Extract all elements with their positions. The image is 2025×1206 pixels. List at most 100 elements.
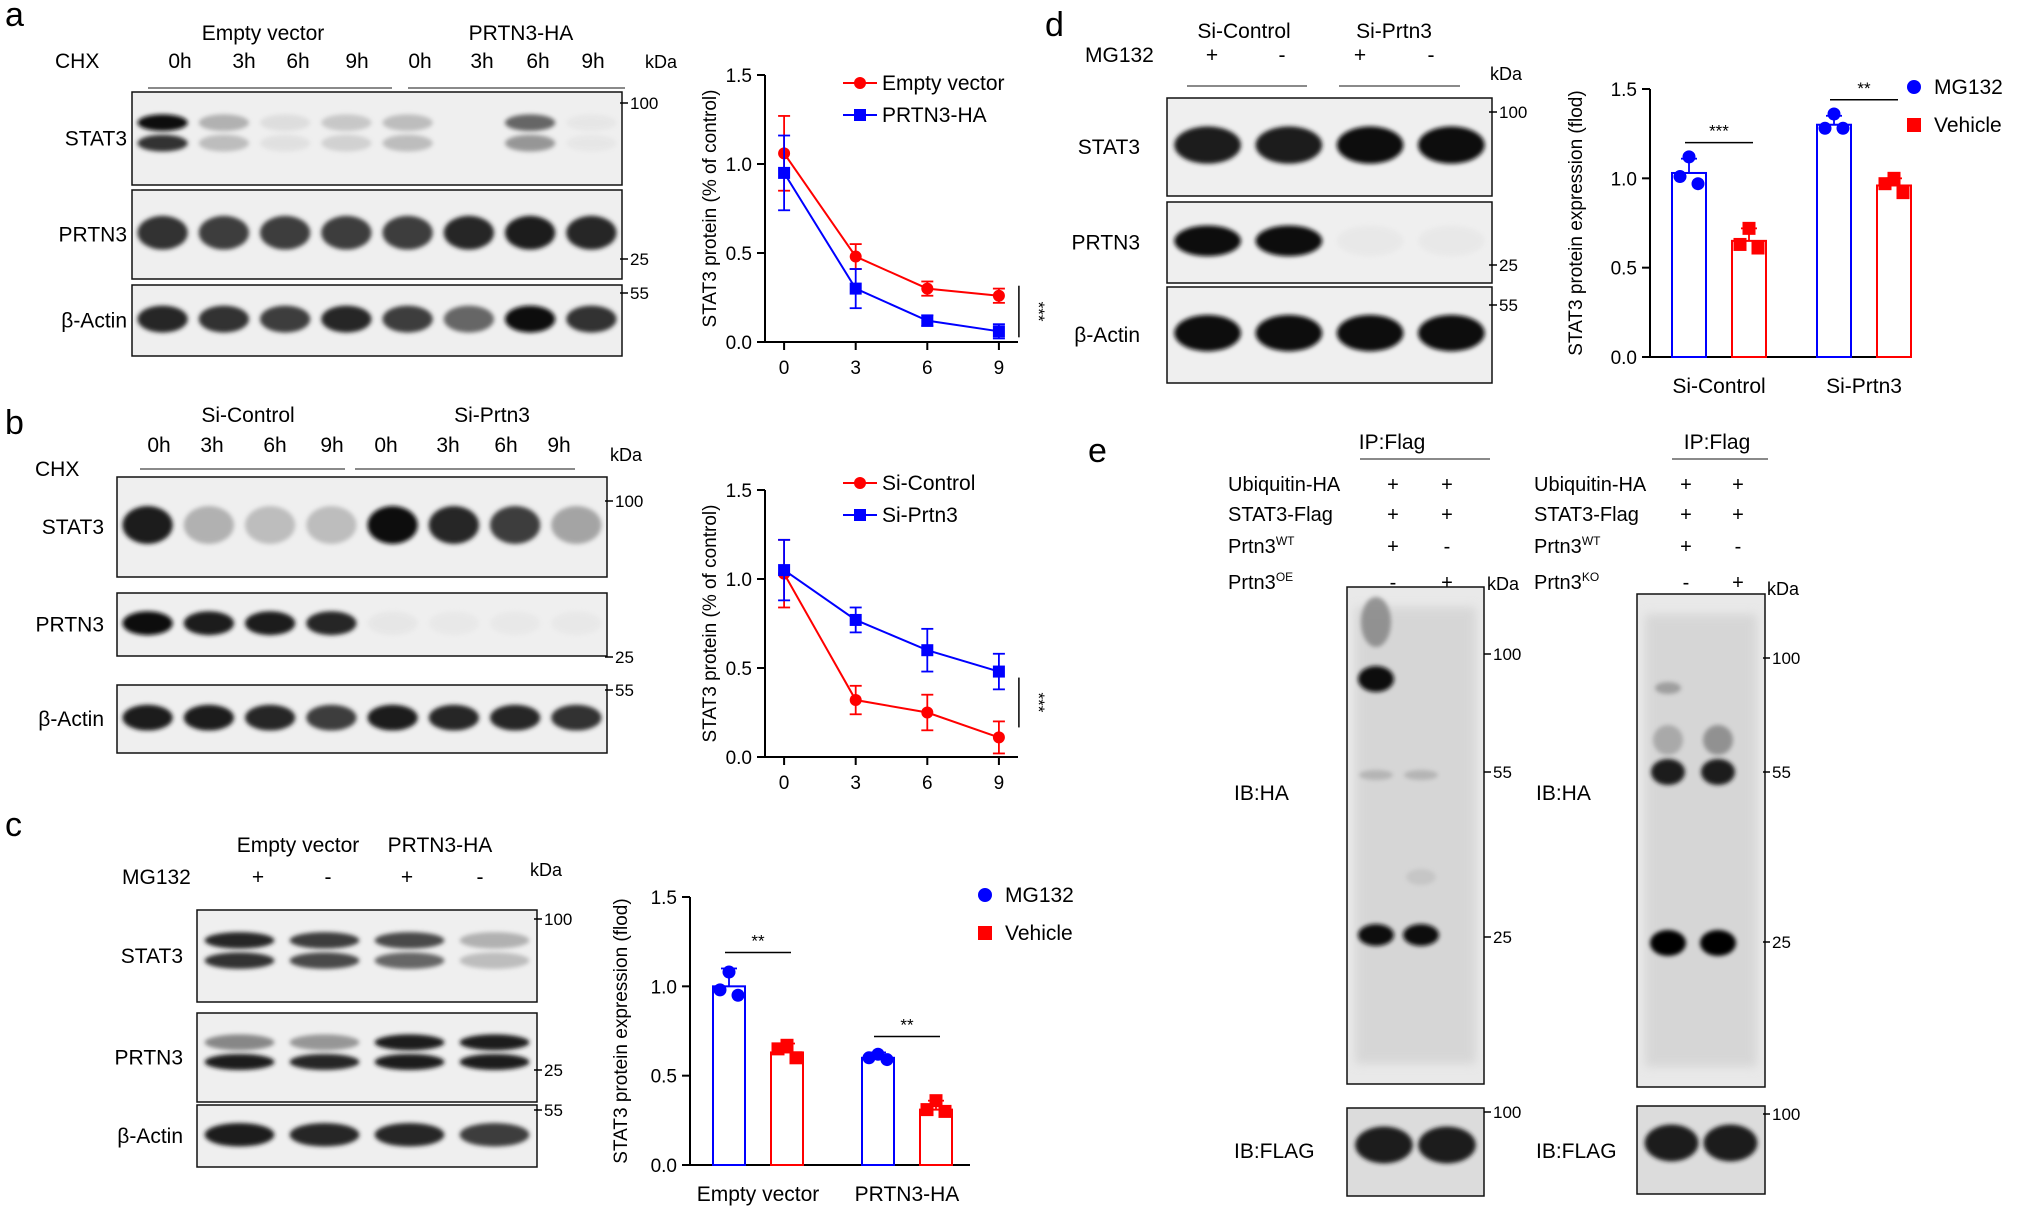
ip-membrane-frame	[1346, 586, 1485, 1085]
data-point	[1818, 121, 1832, 135]
lane-label: +	[1206, 44, 1218, 67]
kda-marker: 100	[1499, 103, 1527, 122]
blot-band	[1336, 314, 1404, 352]
data-point	[921, 282, 934, 295]
series-line	[783, 152, 1000, 297]
blot-band	[505, 114, 556, 132]
significance-label: ***	[1029, 302, 1048, 322]
treatment-label: MG132	[1085, 44, 1154, 67]
blot-band	[204, 952, 275, 969]
legend-label: MG132	[1934, 76, 2003, 99]
sign-label: +	[1441, 572, 1453, 594]
data-point	[713, 983, 727, 997]
construct-label: STAT3-Flag	[1228, 504, 1333, 526]
blot-band	[374, 1053, 445, 1070]
data-point	[771, 1042, 785, 1056]
blot-band	[122, 611, 173, 636]
group-label: PRTN3-HA	[388, 834, 493, 857]
construct-label: STAT3-Flag	[1534, 504, 1639, 526]
kda-label: kDa	[530, 860, 563, 880]
blot-frame	[1166, 97, 1493, 197]
y-tick-label: 1.0	[1611, 169, 1637, 190]
kda-marker: 100	[615, 492, 643, 511]
y-tick-label: 1.0	[726, 570, 752, 591]
data-point	[992, 325, 1005, 338]
group-label: Empty vector	[237, 834, 360, 857]
data-point	[1896, 186, 1910, 200]
y-tick-label: 1.0	[651, 977, 677, 998]
kda-marker: 100	[630, 94, 658, 113]
blot-frame	[196, 1104, 538, 1168]
blot-band	[490, 704, 541, 731]
blot-band	[374, 1034, 445, 1051]
legend-label: Vehicle	[1934, 114, 2002, 137]
x-tick-label: 0	[779, 773, 790, 794]
flag-band	[1355, 1126, 1413, 1164]
blot-row-label: STAT3	[42, 516, 104, 539]
data-point	[849, 282, 862, 295]
blot-band	[198, 215, 249, 250]
blot-band	[1336, 126, 1404, 164]
panel-c: c MG132 Empty vector PRTN3-HA + - + - kDa STAT3 10…	[5, 806, 572, 1168]
lane-label: 0h	[408, 50, 431, 73]
blot-frame	[1166, 201, 1493, 284]
y-tick-label: 0.0	[726, 333, 752, 354]
blot-band	[459, 932, 530, 949]
sign-label: +	[1680, 504, 1692, 526]
y-axis-label: STAT3 protein expression (flod)	[1566, 90, 1587, 355]
sign-label: +	[1680, 474, 1692, 496]
treatment-label: CHX	[55, 50, 99, 73]
kda-marker: 55	[1499, 296, 1518, 315]
sign-label: -	[1444, 536, 1451, 558]
panel-letter-b: b	[5, 404, 24, 442]
blot-band	[306, 506, 357, 544]
x-tick-label: 0	[779, 358, 790, 379]
kda-marker: 100	[544, 910, 572, 929]
data-point	[1691, 177, 1705, 191]
data-point	[1733, 237, 1747, 251]
blot-band	[551, 704, 602, 731]
blot-band	[374, 952, 445, 969]
data-point	[1751, 241, 1765, 255]
blot-band	[289, 1034, 360, 1051]
lane-label: 9h	[320, 434, 343, 457]
ip-band	[1358, 666, 1394, 692]
data-point	[1673, 170, 1687, 184]
kda-label: kDa	[645, 52, 678, 72]
blot-band	[198, 305, 249, 333]
data-point	[880, 1053, 894, 1067]
sign-label: +	[1732, 474, 1744, 496]
blot-band	[245, 506, 296, 544]
blot-band	[382, 114, 433, 132]
lane-label: 6h	[526, 50, 549, 73]
blot-row-label: β-Actin	[117, 1125, 183, 1148]
blot-row-label: STAT3	[121, 945, 183, 968]
group-label: Si-Control	[1197, 20, 1290, 43]
blot-band	[428, 611, 479, 636]
blot-band	[443, 215, 494, 250]
blot-band	[428, 704, 479, 731]
x-tick-label: 9	[994, 358, 1005, 379]
blot-band	[367, 611, 418, 636]
construct-label: Ubiquitin-HA	[1534, 474, 1647, 496]
blot-band	[204, 1034, 275, 1051]
sign-label: +	[1441, 474, 1453, 496]
kda-marker: 55	[544, 1101, 563, 1120]
group-label: Empty vector	[202, 22, 325, 45]
lane-label: +	[252, 866, 264, 889]
data-point	[849, 613, 862, 626]
blot-band	[1336, 225, 1404, 257]
ip-band	[1359, 770, 1393, 780]
blot-band	[183, 611, 234, 636]
blot-row-label: STAT3	[1078, 136, 1140, 159]
legend-marker	[854, 109, 866, 121]
bar	[861, 1056, 895, 1167]
lane-label: 0h	[374, 434, 397, 457]
sign-label: +	[1732, 572, 1744, 594]
blot-frame	[196, 909, 538, 1003]
ib-label: IB:HA	[1234, 782, 1289, 805]
legend-label: MG132	[1005, 884, 1074, 907]
legend-marker	[854, 509, 866, 521]
